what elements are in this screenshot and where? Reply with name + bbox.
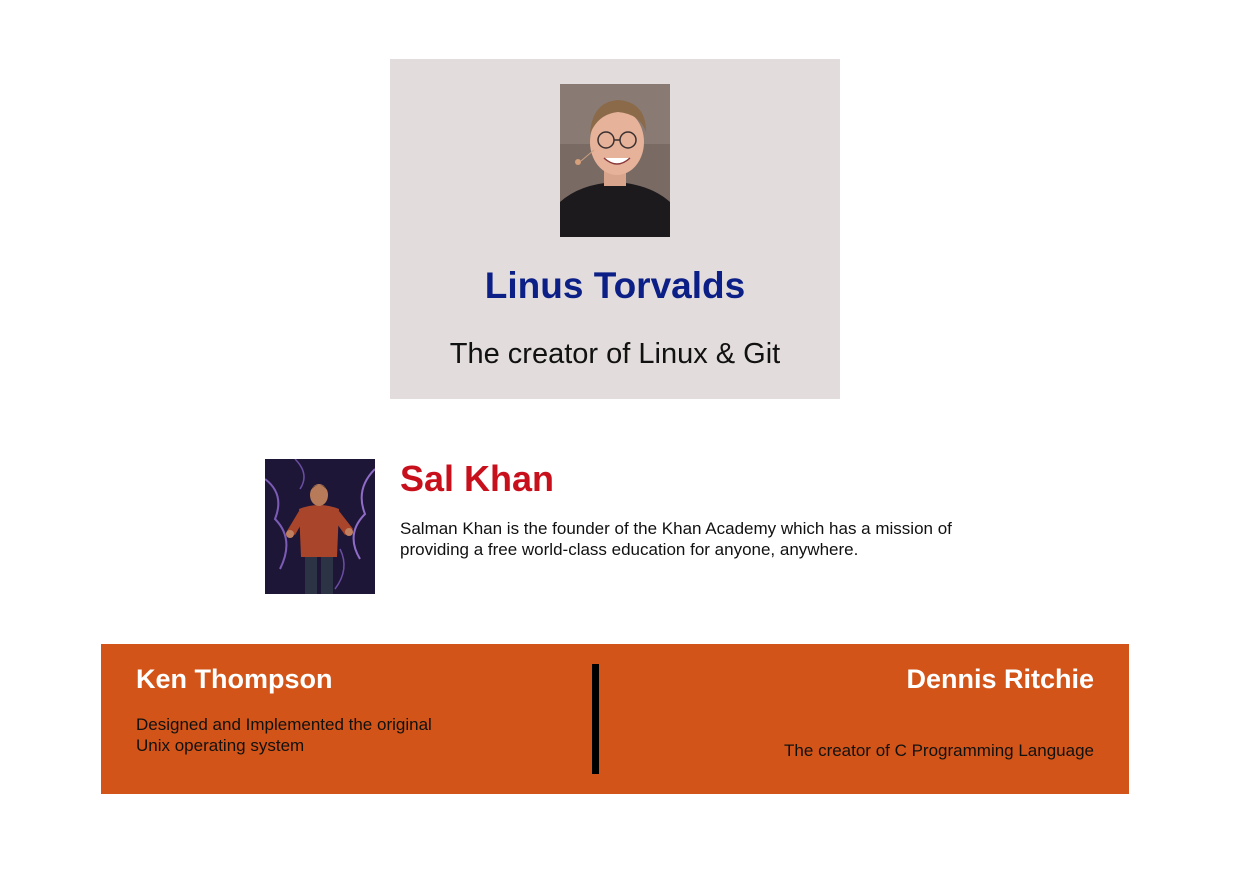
linus-portrait-photo — [560, 84, 670, 237]
ken-name-heading: Ken Thompson — [136, 664, 333, 694]
vertical-divider — [592, 664, 599, 774]
linus-name-heading: Linus Torvalds — [484, 265, 746, 306]
sal-description: Salman Khan is the founder of the Khan A… — [400, 519, 952, 559]
dennis-name-heading: Dennis Ritchie — [906, 664, 1094, 694]
sal-photo-image — [265, 459, 375, 594]
linus-tagline: The creator of Linux & Git — [449, 338, 781, 370]
pioneers-band: Ken Thompson Designed and Implemented th… — [101, 644, 1129, 794]
sal-portrait-photo — [265, 459, 375, 594]
linus-card: Linus Torvalds The creator of Linux & Gi… — [390, 59, 840, 399]
dennis-description: The creator of C Programming Language — [784, 741, 1094, 760]
ken-description: Designed and Implemented the original Un… — [136, 715, 432, 755]
linus-photo-image — [560, 84, 670, 237]
sal-name-heading: Sal Khan — [400, 458, 555, 499]
